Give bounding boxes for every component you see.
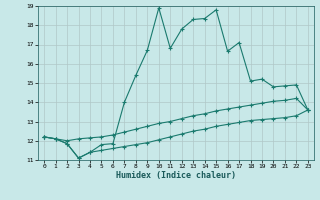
X-axis label: Humidex (Indice chaleur): Humidex (Indice chaleur): [116, 171, 236, 180]
